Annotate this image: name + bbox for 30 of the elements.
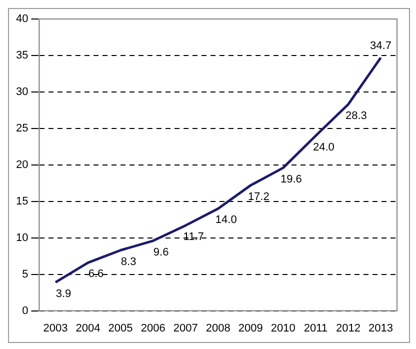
x-tick-label: 2012 [336, 322, 360, 334]
text: 17.2 [248, 190, 270, 203]
x-tick-label: 2009 [238, 322, 263, 334]
text: 9.6 [153, 246, 169, 258]
text: 19.6 [280, 173, 302, 186]
y-tick-label: 15 [16, 195, 28, 208]
y-tick-label: 40 [16, 13, 28, 26]
x-tick-label: 2013 [368, 322, 393, 334]
text: 8.3 [120, 256, 136, 268]
text: 14.0 [215, 214, 237, 226]
y-tick-label: 35 [16, 50, 28, 62]
y-tick-label: 10 [16, 232, 28, 244]
text: 3.9 [56, 288, 72, 300]
x-tick-label: 2011 [304, 322, 328, 334]
y-tick-label: 25 [16, 122, 28, 134]
y-tick-label: 20 [16, 158, 28, 171]
text: 11.7 [183, 230, 204, 243]
x-tick-label: 2004 [76, 322, 100, 334]
x-tick-label: 2006 [140, 322, 166, 334]
x-tick-label: 2003 [43, 322, 68, 334]
y-tick-label: 0 [22, 304, 28, 317]
x-tick-label: 2010 [270, 322, 296, 334]
y-tick-label: 5 [22, 268, 28, 280]
x-tick-label: 2007 [173, 322, 198, 334]
text: 24.0 [312, 141, 334, 154]
text: 28.3 [346, 110, 367, 122]
y-tick-label: 30 [16, 86, 28, 98]
x-tick-label: 2005 [108, 322, 133, 334]
text: 34.7 [370, 40, 392, 52]
x-tick-label: 2008 [206, 322, 230, 334]
